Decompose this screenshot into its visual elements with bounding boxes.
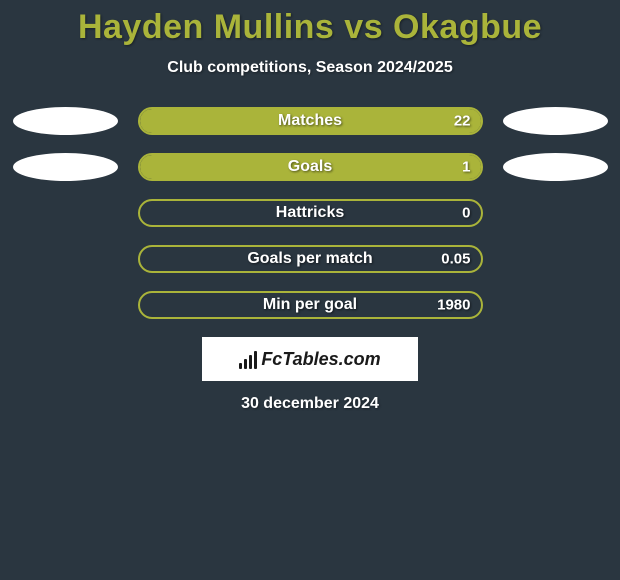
stat-bar: Goals 1 [138, 153, 483, 181]
stat-row-goals-per-match: Goals per match 0.05 [0, 245, 620, 273]
left-marker [13, 107, 118, 135]
stat-value: 1980 [437, 297, 470, 314]
stat-label: Min per goal [263, 296, 357, 314]
source-logo[interactable]: FcTables.com [202, 337, 418, 381]
stat-bar: Hattricks 0 [138, 199, 483, 227]
stat-bar: Matches 22 [138, 107, 483, 135]
stat-row-goals: Goals 1 [0, 153, 620, 181]
comparison-card: Hayden Mullins vs Okagbue Club competiti… [0, 0, 620, 413]
stat-row-min-per-goal: Min per goal 1980 [0, 291, 620, 319]
right-marker [503, 107, 608, 135]
stat-label: Matches [278, 112, 342, 130]
date-label: 30 december 2024 [0, 395, 620, 413]
page-title: Hayden Mullins vs Okagbue [0, 8, 620, 47]
stat-label: Goals per match [247, 250, 372, 268]
bar-chart-icon [239, 349, 257, 369]
stat-value: 1 [462, 159, 470, 176]
logo-text: FcTables.com [261, 349, 380, 370]
stat-label: Hattricks [276, 204, 344, 222]
stat-value: 22 [454, 113, 471, 130]
stat-value: 0.05 [441, 251, 470, 268]
stat-value: 0 [462, 205, 470, 222]
stat-bar: Min per goal 1980 [138, 291, 483, 319]
stat-row-hattricks: Hattricks 0 [0, 199, 620, 227]
stat-row-matches: Matches 22 [0, 107, 620, 135]
stat-bar: Goals per match 0.05 [138, 245, 483, 273]
page-subtitle: Club competitions, Season 2024/2025 [0, 59, 620, 77]
right-marker [503, 153, 608, 181]
left-marker [13, 153, 118, 181]
stat-label: Goals [288, 158, 332, 176]
